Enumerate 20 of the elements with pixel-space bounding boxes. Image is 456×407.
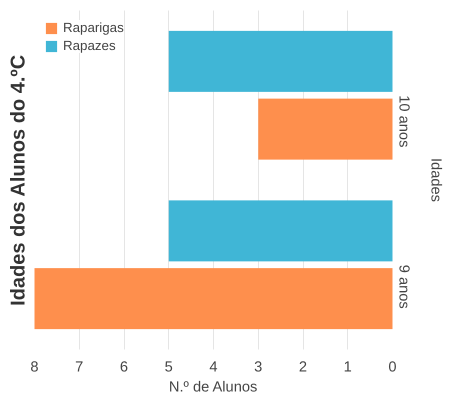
text: Idades dos Alunos do 4.ºC [8, 54, 30, 306]
x-tick-label: 4 [209, 360, 218, 376]
legend-label: Raparigas [63, 20, 124, 35]
bar [34, 268, 392, 330]
x-tick-label: 5 [164, 360, 173, 376]
x-tick-label: 0 [388, 360, 397, 376]
x-tick-label: 7 [75, 360, 84, 376]
legend-label: Rapazes [63, 38, 116, 53]
x-tick-label: 8 [30, 360, 39, 376]
bar [258, 98, 392, 160]
x-axis-title: N.º de Alunos [168, 380, 258, 396]
bar [168, 200, 392, 262]
x-tick-label: 2 [298, 360, 308, 376]
x-tick-label: 1 [344, 360, 352, 376]
y-tick-label: 9 anos [396, 264, 412, 309]
x-tick-label: 3 [254, 360, 262, 376]
y-axis-title: Idades [428, 158, 444, 202]
y-tick-label: 10 anos [396, 95, 412, 148]
x-tick-label: 6 [120, 360, 128, 376]
bar [168, 30, 392, 92]
